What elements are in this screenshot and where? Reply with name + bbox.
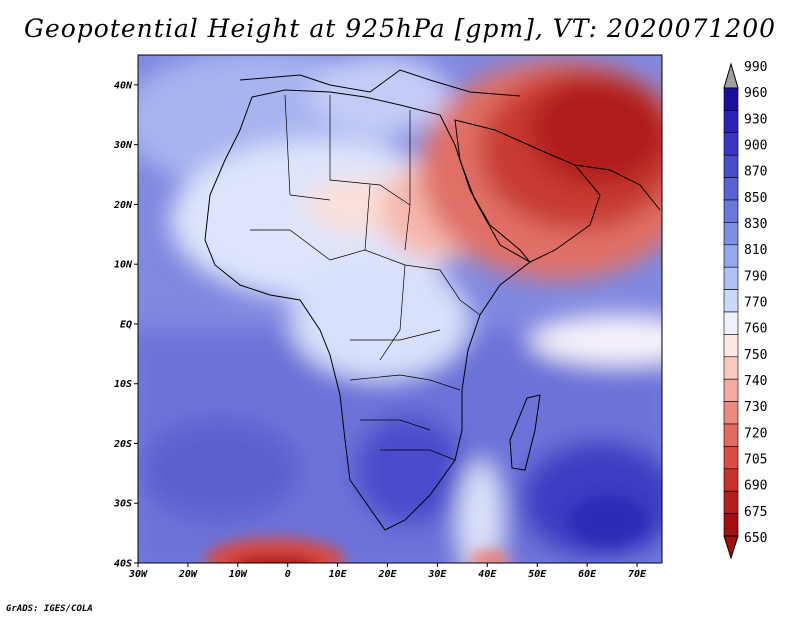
colorbar-label: 900: [744, 139, 767, 154]
colorbar-segment: [723, 110, 739, 134]
lon-tick-label: 50E: [528, 569, 547, 580]
colorbar-label: 790: [744, 269, 767, 284]
colorbar-under-triangle: [723, 535, 739, 560]
colorbar-segment: [723, 334, 739, 358]
colorbar-segment: [723, 468, 739, 492]
colorbar-segment: [723, 378, 739, 402]
colorbar-label: 870: [744, 165, 767, 180]
colorbar-segment: [723, 513, 739, 537]
national-borders: [250, 94, 481, 461]
lon-tick-label: 60E: [578, 569, 597, 580]
lon-tick-label: 20W: [178, 569, 198, 580]
colorbar-label: 850: [744, 191, 767, 206]
colorbar-label: 650: [744, 531, 767, 546]
lat-tick-label: 40S: [114, 559, 132, 570]
lon-tick-label: 10E: [329, 569, 348, 580]
lon-tick-label: 30W: [128, 569, 148, 580]
colorbar-segment: [723, 266, 739, 290]
lat-tick-label: 20N: [113, 200, 133, 211]
colorbar-segment: [723, 311, 739, 335]
colorbar-label: 675: [744, 505, 767, 520]
lat-tick-label: 10N: [114, 260, 133, 271]
lat-tick-label: 40N: [114, 80, 133, 91]
colorbar-label: 750: [744, 348, 767, 363]
colorbar-over-triangle: [723, 62, 739, 89]
colorbar-label: 730: [744, 400, 767, 415]
lon-tick-label: 20E: [377, 569, 397, 580]
africa-coastline: [204, 89, 531, 531]
arabia-coastline: [454, 119, 601, 263]
grads-credit: GrADS: IGES/COLA: [6, 604, 93, 614]
lat-tick-label: 30S: [113, 499, 132, 510]
lon-tick-label: 70E: [628, 569, 647, 580]
lat-tick-label: 30N: [113, 140, 133, 151]
lon-tick-label: 10W: [229, 569, 248, 580]
colorbar-label: 690: [744, 479, 767, 494]
colorbar-segment: [723, 87, 739, 111]
colorbar-label: 740: [744, 374, 767, 389]
colorbar-label: 810: [744, 243, 767, 258]
lon-tick-label: 30E: [427, 569, 447, 580]
colorbar-segment: [723, 199, 739, 223]
colorbar-segment: [723, 401, 739, 425]
colorbar-segment: [723, 356, 739, 380]
colorbar-segment: [723, 132, 739, 156]
colorbar-segment: [723, 222, 739, 246]
map-frame: [137, 54, 663, 564]
height-field: [138, 55, 662, 563]
mediterranean-north-coast: [239, 69, 521, 97]
colorbar-label: 930: [744, 112, 767, 127]
colorbar-label: 720: [744, 426, 767, 441]
coastlines: [204, 69, 661, 531]
colorbar-segment: [723, 244, 739, 268]
lat-tick-label: 10S: [114, 379, 132, 390]
lat-tick-label: EQ: [120, 319, 132, 330]
colorbar-segment: [723, 446, 739, 470]
map-title: Geopotential Height at 925hPa [gpm], VT:…: [23, 14, 777, 43]
colorbar-label: 990: [744, 60, 767, 75]
colorbar-segment: [723, 289, 739, 313]
colorbar-label: 770: [744, 296, 767, 311]
colorbar-segment: [723, 423, 739, 447]
colorbar-segment: [723, 154, 739, 178]
lon-tick-label: 0: [285, 569, 291, 580]
asia-coastline: [574, 164, 661, 211]
lon-tick-label: 40E: [478, 569, 497, 580]
lat-tick-label: 20S: [113, 439, 132, 450]
map-axes: 30W 20W 10W 0 10E 20E 30E 40E 50E 60E 70E 40N 30N 20N…: [113, 80, 647, 580]
colorbar-label: 830: [744, 217, 767, 232]
colorbar-segment: [723, 490, 739, 514]
madagascar-coastline: [509, 394, 541, 471]
colorbar: 990 960 930 900 870 850 830 810 790 770 760 750 740 7…: [723, 60, 767, 560]
colorbar-segment: [723, 177, 739, 201]
colorbar-label: 705: [744, 453, 767, 468]
colorbar-label: 960: [744, 86, 767, 101]
colorbar-label: 760: [744, 322, 767, 337]
